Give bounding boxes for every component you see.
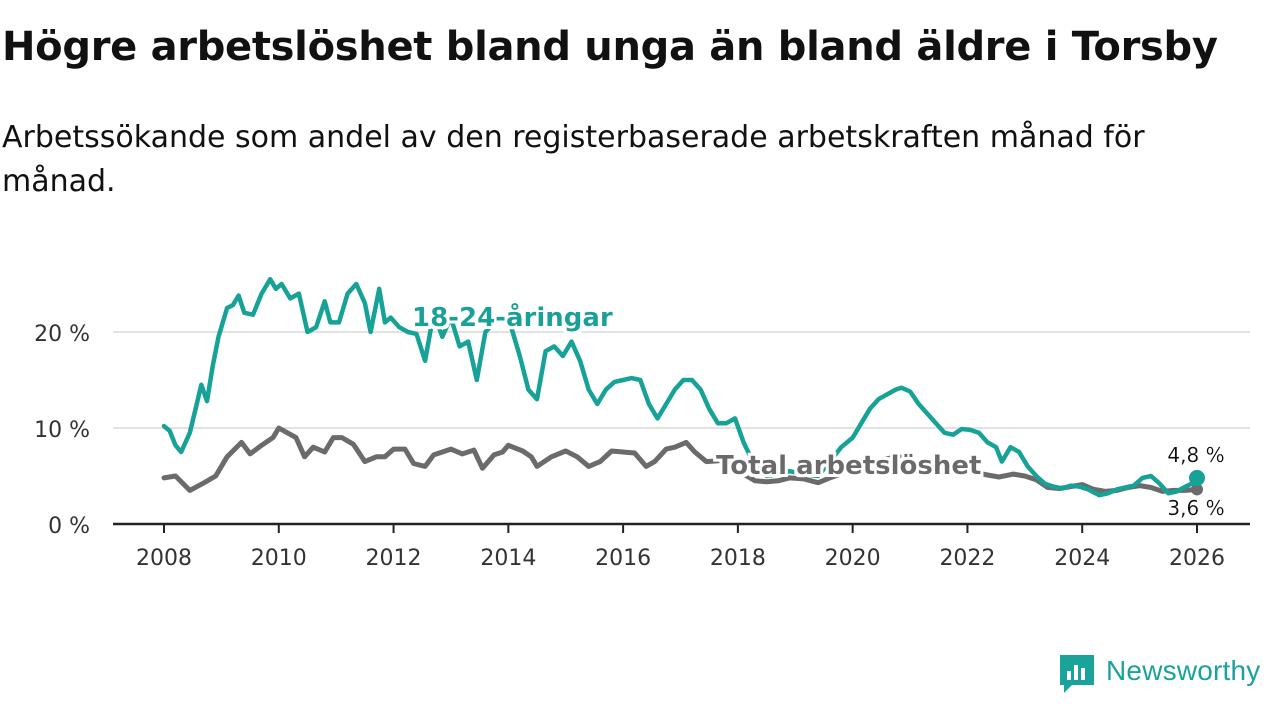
- series-labels: 18-24-åringar Total arbetslöshet 4,8 % 3,6 …: [412, 301, 1225, 520]
- series-label-total: Total arbetslöshet: [716, 451, 981, 481]
- y-tick-label: 20 %: [34, 322, 90, 347]
- series-lines: [161, 276, 1205, 498]
- end-value-label-total: 3,6 %: [1167, 496, 1224, 520]
- chart-title: Högre arbetslöshet bland unga än bland ä…: [2, 24, 1218, 70]
- x-tick-label: 2016: [595, 546, 651, 571]
- end-value-label-youth: 4,8 %: [1167, 443, 1224, 467]
- x-tick-label: 2026: [1169, 546, 1225, 571]
- x-tick-label: 2020: [825, 546, 881, 571]
- end-point-youth: [1189, 469, 1205, 486]
- x-tick-label: 2010: [251, 546, 307, 571]
- y-tick-label: 10 %: [34, 418, 90, 443]
- series-label-youth: 18-24-åringar: [412, 301, 613, 333]
- end-point-total: [1191, 483, 1203, 496]
- chart-subtitle: Arbetssökande som andel av den registerb…: [2, 120, 1145, 199]
- newsworthy-logo: Newsworthy: [1058, 653, 1280, 697]
- y-tick-label: 0 %: [48, 514, 90, 539]
- brand-name: Newsworthy: [1106, 655, 1261, 686]
- x-tick-label: 2024: [1054, 546, 1110, 571]
- series-line-total: [161, 425, 1200, 494]
- x-tick-label: 2014: [480, 546, 536, 571]
- newsworthy-logo-icon: [1060, 655, 1094, 693]
- y-axis-tick-labels: 0 % 10 % 20 %: [34, 322, 90, 539]
- x-tick-label: 2022: [939, 546, 995, 571]
- x-axis: 2008 2010 2012 2014 2016 2018 2020 2022 2024 2026: [113, 522, 1250, 571]
- x-tick-label: 2018: [710, 546, 766, 571]
- x-tick-label: 2008: [136, 546, 192, 571]
- series-line-youth: [161, 276, 1200, 498]
- gridlines: [113, 331, 1250, 429]
- x-tick-label: 2012: [366, 546, 422, 571]
